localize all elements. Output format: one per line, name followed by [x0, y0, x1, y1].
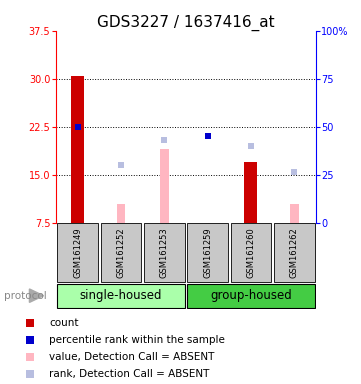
Bar	[160, 149, 169, 223]
Bar	[247, 200, 255, 223]
Text: protocol: protocol	[4, 291, 46, 301]
Text: GSM161252: GSM161252	[117, 227, 125, 278]
Bar	[187, 223, 228, 282]
Bar	[244, 162, 257, 223]
Bar	[274, 223, 314, 282]
Bar	[231, 223, 271, 282]
Text: rank, Detection Call = ABSENT: rank, Detection Call = ABSENT	[49, 369, 210, 379]
Text: count: count	[49, 318, 79, 328]
Text: single-housed: single-housed	[80, 289, 162, 302]
Text: value, Detection Call = ABSENT: value, Detection Call = ABSENT	[49, 352, 215, 362]
Text: GSM161259: GSM161259	[203, 227, 212, 278]
Bar	[187, 283, 315, 308]
Text: GSM161262: GSM161262	[290, 227, 299, 278]
Text: GSM161249: GSM161249	[73, 227, 82, 278]
Bar	[57, 283, 185, 308]
Text: GSM161260: GSM161260	[247, 227, 255, 278]
Text: percentile rank within the sample: percentile rank within the sample	[49, 335, 225, 345]
Polygon shape	[30, 289, 44, 303]
Bar	[290, 204, 299, 223]
Bar	[101, 223, 141, 282]
Bar	[144, 223, 184, 282]
Bar	[117, 204, 125, 223]
Bar	[71, 76, 84, 223]
Text: GSM161253: GSM161253	[160, 227, 169, 278]
Bar	[57, 223, 98, 282]
Title: GDS3227 / 1637416_at: GDS3227 / 1637416_at	[97, 15, 275, 31]
Text: group-housed: group-housed	[210, 289, 292, 302]
